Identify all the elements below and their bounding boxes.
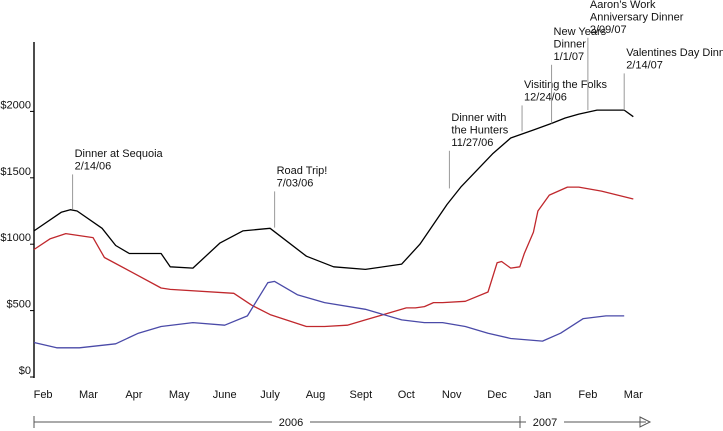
series-line-3 — [33, 280, 625, 349]
x-tick-label: Sept — [350, 389, 373, 401]
annotation: Visiting the Folks 12/24/06 — [521, 79, 607, 132]
annotation-label-line: 7/03/06 — [277, 177, 314, 189]
y-tick-label: $2000 — [0, 99, 31, 111]
annotation: Dinner with the Hunters 11/27/06 — [448, 112, 509, 189]
annotation-label-line: the Hunters — [451, 124, 508, 136]
y-tick-label: $1500 — [0, 166, 31, 178]
x-tick-label: Mar — [79, 389, 98, 401]
annotation-label: Aaron’s Work Anniversary Dinner 2/09/07 — [590, 0, 684, 36]
x-tick-label: Oct — [398, 389, 415, 401]
annotation-label-line: 1/1/07 — [554, 51, 585, 63]
year-label-2007: 2007 — [533, 417, 557, 429]
x-tick-label: Dec — [487, 389, 507, 401]
annotation: Dinner at Sequoia 2/14/06 — [72, 148, 164, 210]
series-line-2 — [33, 186, 634, 328]
x-tick-label: July — [260, 389, 280, 401]
annotation-label-line: Dinner at Sequoia — [75, 148, 164, 160]
annotation-label-line: 2/09/07 — [590, 24, 627, 36]
annotation-label: Visiting the Folks 12/24/06 — [524, 79, 607, 103]
annotation-label: Dinner with the Hunters 11/27/06 — [451, 112, 508, 149]
x-tick-label: Feb — [578, 389, 597, 401]
annotation-label-line: Road Trip! — [277, 165, 328, 177]
timeline-arrow-icon — [639, 416, 652, 428]
annotation-label: New Years Dinner 1/1/07 — [554, 26, 607, 63]
annotation-label-line: 11/27/06 — [451, 137, 493, 149]
event-annotations: Dinner at Sequoia 2/14/06 Road Trip! 7/03/0… — [72, 0, 723, 228]
x-tick-label: June — [213, 389, 237, 401]
year-label-2006: 2006 — [279, 417, 303, 429]
annotation-label-line: New Years — [554, 26, 607, 38]
series-lines — [33, 109, 634, 349]
annotation-label: Dinner at Sequoia 2/14/06 — [75, 148, 164, 172]
series-line-1 — [33, 109, 634, 271]
x-tick-label: Apr — [125, 389, 142, 401]
x-tick-label: Nov — [442, 389, 462, 401]
annotation-label-line: 2/14/06 — [75, 160, 112, 172]
annotation: Road Trip! 7/03/06 — [274, 165, 328, 228]
year-label-bg-2006 — [272, 414, 310, 430]
annotation-label-line: Dinner — [554, 38, 587, 50]
annotation-label-line: Dinner with — [451, 112, 506, 124]
x-tick-label: Feb — [34, 389, 53, 401]
year-timeline: 2006 2007 — [33, 414, 652, 430]
y-tick-label: $500 — [7, 299, 31, 311]
annotation: Aaron’s Work Anniversary Dinner 2/09/07 — [587, 0, 684, 111]
annotation-label-line: 12/24/06 — [524, 91, 567, 103]
year-label-bg-2007 — [526, 414, 564, 430]
x-tick-label: Mar — [624, 389, 643, 401]
y-tick-label: $0 — [19, 365, 31, 377]
x-tick-label: May — [169, 389, 190, 401]
annotation-label-line: Anniversary Dinner — [590, 11, 684, 23]
annotation-label-line: Aaron’s Work — [590, 0, 656, 11]
annotation-label: Road Trip! 7/03/06 — [277, 165, 328, 189]
y-axis-ticks: $0 $500 $1000 $1500 $2000 — [0, 99, 34, 378]
annotation-label-line: Valentines Day Dinner — [626, 47, 723, 59]
x-tick-label: Jan — [534, 389, 552, 401]
annotation: New Years Dinner 1/1/07 — [551, 26, 607, 124]
annotation-label-line: 2/14/07 — [626, 59, 663, 71]
y-tick-label: $1000 — [0, 232, 31, 244]
x-axis-ticks: Feb Mar Apr May June July Aug Sept Oct Nov Dec Jan F… — [34, 389, 643, 401]
annotation-label-line: Visiting the Folks — [524, 79, 607, 91]
x-tick-label: Aug — [306, 389, 326, 401]
